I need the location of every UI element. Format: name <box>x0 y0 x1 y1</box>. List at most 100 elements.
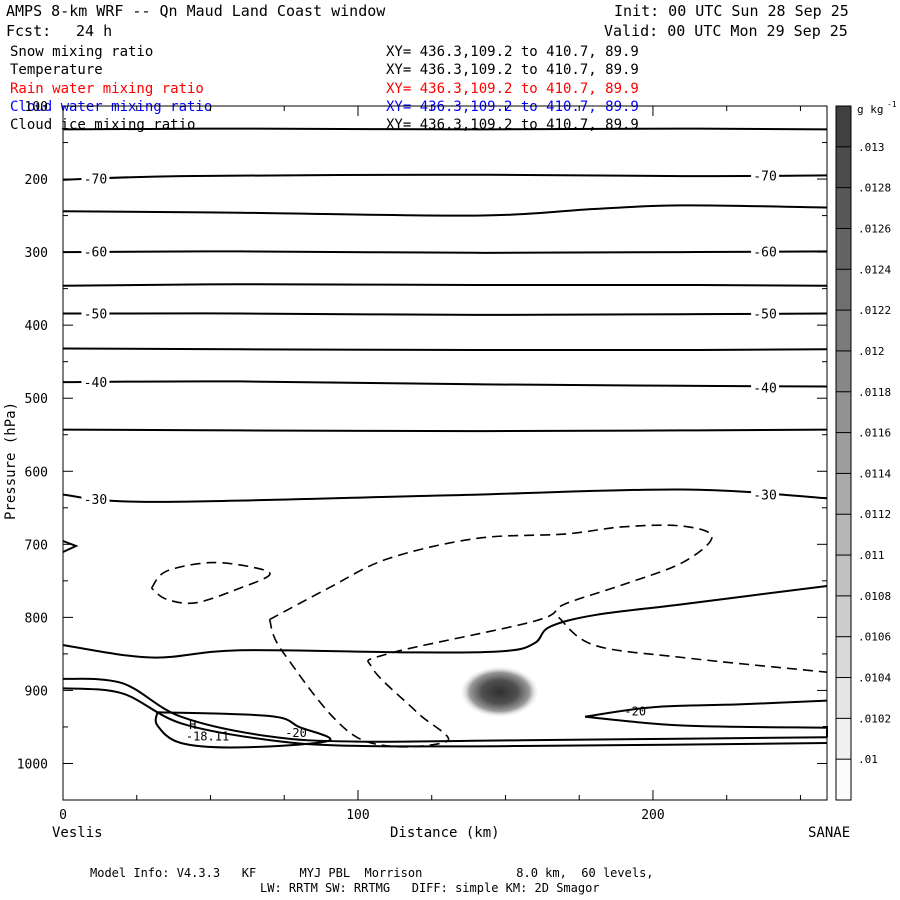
colorbar-segment <box>836 269 851 311</box>
colorbar-segment <box>836 146 851 189</box>
plot-frame <box>62 105 828 801</box>
colorbar-tick-label: .0126 <box>858 222 891 235</box>
field-name-rain: Rain water mixing ratio <box>10 81 204 97</box>
inline-label: H <box>189 718 196 732</box>
colorbar-tick-label: .011 <box>858 549 885 562</box>
y-tick-label: 300 <box>25 246 48 261</box>
y-tick-label: 900 <box>25 684 48 699</box>
temperature-contour-m50 <box>62 312 828 316</box>
inline-label: -20 <box>285 726 307 740</box>
colorbar-unit-exponent: -1 <box>887 100 897 109</box>
contour-label-mask <box>81 244 110 259</box>
right-endpoint-label: SANAE <box>808 825 851 841</box>
contour-line <box>62 283 828 287</box>
x-tick-label: 0 <box>59 808 67 823</box>
colorbar-segment <box>836 310 851 352</box>
contour-label-mask <box>81 375 110 390</box>
contour-label-mask <box>751 168 780 183</box>
contour-label-mask <box>751 244 780 259</box>
contour-label: -50 <box>84 307 107 322</box>
edge-contour-fragment <box>62 540 79 553</box>
colorbar-tick-label: .0122 <box>858 304 891 317</box>
x-tick-label: 200 <box>641 808 664 823</box>
contour-label: -40 <box>84 376 107 391</box>
colorbar-tick-label: .0114 <box>858 467 891 480</box>
colorbar-segment <box>836 759 851 801</box>
fcst-value: 24 h <box>76 22 113 40</box>
colorbar-tick-label: .0102 <box>858 712 891 725</box>
temperature-contour-m70 <box>62 173 828 181</box>
colorbar-segment <box>836 677 851 719</box>
inline-label: -20 <box>624 705 646 719</box>
contour-line <box>62 687 828 748</box>
model-info-line2: LW: RRTM SW: RRTMG DIFF: simple KM: 2D S… <box>260 881 600 895</box>
colorbar-frame <box>835 105 852 801</box>
contour-label: -30 <box>84 493 107 508</box>
snow-mixing-ratio-contour <box>558 616 828 673</box>
colorbar-segment <box>836 514 851 556</box>
temperature-contour-m30 <box>62 488 828 503</box>
colorbar-tick-label: .0104 <box>858 672 891 685</box>
field-name-snow: Snow mixing ratio <box>10 44 154 60</box>
y-tick-label: 1000 <box>17 757 48 772</box>
field-xy-temperature: XY= 436.3,109.2 to 410.7, 89.9 <box>386 62 639 78</box>
colorbar-segment <box>836 106 851 148</box>
y-axis-title: Pressure (hPa) <box>3 401 19 520</box>
colorbar-segment <box>836 432 851 474</box>
colorbar-unit: g kg <box>857 103 884 116</box>
colorbar-tick-label: .013 <box>858 141 885 154</box>
colorbar-segment <box>836 718 851 760</box>
contour-line <box>584 699 828 718</box>
chart-title: AMPS 8-km WRF -- Qn Maud Land Coast wind… <box>6 2 386 20</box>
temperature-contour-m40 <box>62 380 828 388</box>
contour-label: -70 <box>753 169 776 184</box>
colorbar-segment <box>836 391 851 434</box>
contour-label-mask <box>751 487 780 502</box>
colorbar-tick-label: .0106 <box>858 631 891 644</box>
colorbar-tick-label: .0128 <box>858 182 891 195</box>
contour-line <box>62 677 828 743</box>
y-tick-label: 500 <box>25 392 48 407</box>
contour-label: -60 <box>753 245 776 260</box>
colorbar-segment <box>836 187 851 229</box>
x-axis-title: Distance (km) <box>390 825 500 841</box>
field-xy-cloud-water: XY= 436.3,109.2 to 410.7, 89.9 <box>386 99 639 115</box>
y-tick-label: 700 <box>25 538 48 553</box>
contour-label: -40 <box>753 381 776 396</box>
contour-line <box>62 428 828 433</box>
colorbar-tick-label: .0112 <box>858 508 891 521</box>
field-xy-rain: XY= 436.3,109.2 to 410.7, 89.9 <box>386 81 639 97</box>
colorbar-tick-label: .0124 <box>858 263 891 276</box>
contour-line <box>62 127 828 131</box>
snow-mixing-ratio-contour <box>150 561 271 605</box>
x-tick-label: 100 <box>346 808 369 823</box>
y-tick-label: 200 <box>25 173 48 188</box>
contour-label-mask <box>81 171 110 186</box>
colorbar-segment <box>836 473 851 515</box>
cloud-ice-maximum-shading <box>459 665 540 718</box>
contour-label: -60 <box>84 245 107 260</box>
contour-label: -70 <box>84 172 107 187</box>
y-tick-label: 600 <box>25 465 48 480</box>
colorbar-segment <box>836 228 851 270</box>
contour-label-mask <box>81 492 110 507</box>
colorbar-tick-label: .0118 <box>858 386 891 399</box>
init-time: Init: 00 UTC Sun 28 Sep 25 <box>614 2 849 20</box>
inline-label: -18.11 <box>186 729 229 743</box>
contour-label: -50 <box>753 307 776 322</box>
model-info-line1: Model Info: V4.3.3 KF MYJ PBL Morrison 8… <box>90 866 654 880</box>
contour-line <box>62 204 828 217</box>
contour-label-mask <box>751 380 780 395</box>
contour-line <box>62 585 828 659</box>
contour-line <box>154 711 332 749</box>
field-name-temperature: Temperature <box>10 62 103 78</box>
colorbar-tick-label: .012 <box>858 345 885 358</box>
colorbar-segment <box>836 555 851 597</box>
contour-line <box>585 715 828 729</box>
left-endpoint-label: Veslis <box>52 825 103 841</box>
contour-line <box>62 347 828 352</box>
y-tick-label: 800 <box>25 611 48 626</box>
colorbar-segment <box>836 636 851 679</box>
